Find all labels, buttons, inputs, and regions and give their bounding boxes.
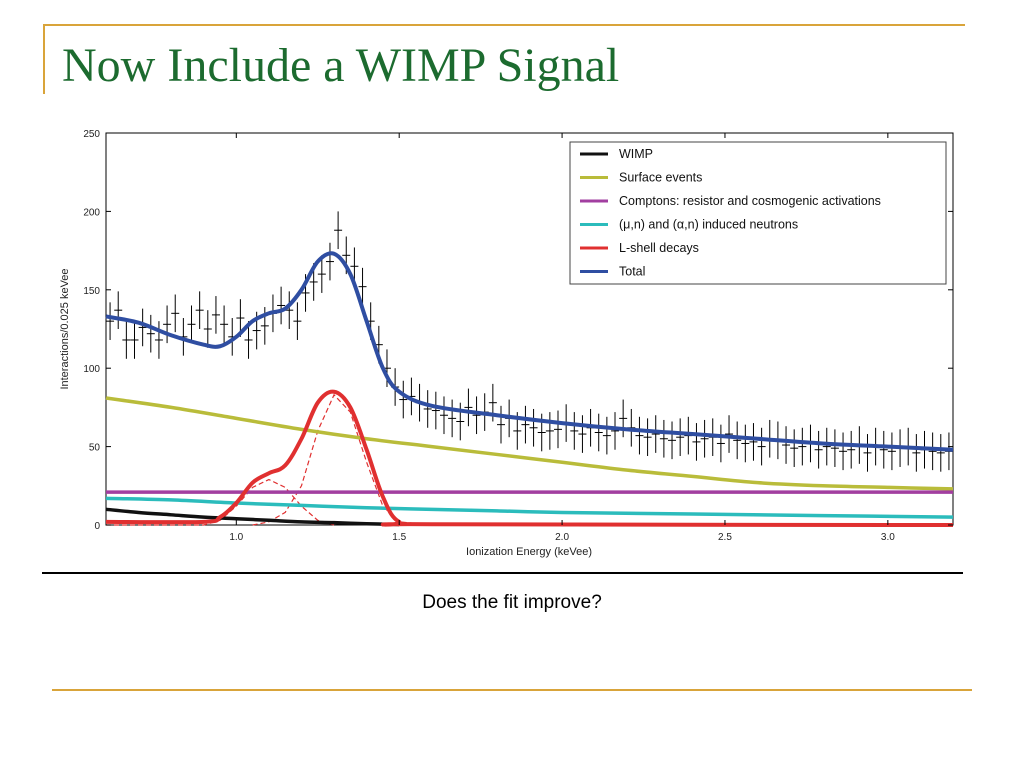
x-tick-label: 2.5 <box>718 532 732 543</box>
footer-accent-rule <box>52 689 972 691</box>
y-axis-label: Interactions/0.025 keVee <box>59 268 71 389</box>
y-tick-label: 250 <box>83 129 100 140</box>
x-axis-label: Ionization Energy (keVee) <box>466 546 592 558</box>
y-tick-label: 0 <box>94 521 100 532</box>
wimp-fit-chart: 1.0 1.5 2.0 2.5 3.0 0 50 100 150 200 250 Ionizatio… <box>59 129 954 558</box>
y-tick-label: 50 <box>89 443 101 454</box>
legend-label-surface-events: Surface events <box>619 171 702 185</box>
x-tick-label: 3.0 <box>881 532 895 543</box>
y-tick-label: 150 <box>83 286 100 297</box>
axes-group: 1.0 1.5 2.0 2.5 3.0 0 50 100 150 200 250 <box>83 129 953 543</box>
l-shell-component-dashed <box>252 393 432 526</box>
legend-label-l-shell-decays: L-shell decays <box>619 241 699 255</box>
series-line-n-and-n-induced-neutrons <box>105 496 954 519</box>
legend-entries: WIMP Surface events Comptons: resistor and… <box>580 147 881 279</box>
fit-lines-group <box>105 251 954 527</box>
series-line-total <box>105 251 954 452</box>
x-tick-label: 1.0 <box>229 532 243 543</box>
x-tick-label: 1.5 <box>392 532 406 543</box>
legend-label-n-and-n-induced-neutrons: (μ,n) and (α,n) induced neutrons <box>619 218 798 232</box>
legend-label-wimp: WIMP <box>619 147 653 161</box>
series-line-wimp <box>105 507 400 527</box>
chart-container: 1.0 1.5 2.0 2.5 3.0 0 50 100 150 200 250 Ionizatio… <box>56 118 966 568</box>
title-accent-horizontal-rule <box>43 24 965 26</box>
series-line-l-shell-decays <box>105 389 954 527</box>
legend-box <box>569 141 947 285</box>
legend: WIMP Surface events Comptons: resistor and… <box>569 141 947 285</box>
legend-label-total: Total <box>619 265 645 279</box>
legend-label-comptons-resistor-and-cosmogenic-activations: Comptons: resistor and cosmogenic activa… <box>619 194 881 208</box>
slide-title: Now Include a WIMP Signal <box>62 39 620 92</box>
y-tick-label: 100 <box>83 364 100 375</box>
caption-divider <box>42 572 963 574</box>
slide-caption: Does the fit improve? <box>422 592 602 613</box>
title-accent-vertical-rule <box>43 24 45 94</box>
x-tick-label: 2.0 <box>555 532 569 543</box>
y-tick-label: 200 <box>83 207 100 218</box>
series-line-surface-events <box>105 396 954 491</box>
